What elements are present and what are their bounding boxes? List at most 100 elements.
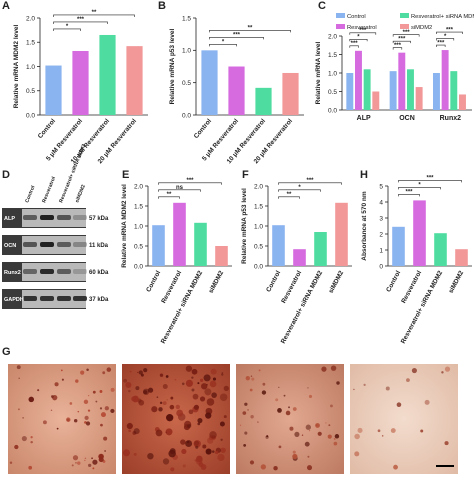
stain-spot bbox=[333, 441, 338, 446]
stain-spot bbox=[185, 440, 193, 448]
stain-spot bbox=[80, 370, 85, 375]
x-tick-label: ALP bbox=[357, 115, 371, 122]
sig-label: *** bbox=[403, 30, 411, 36]
stain-spot bbox=[42, 420, 47, 425]
blot-band bbox=[73, 296, 87, 301]
legend-swatch bbox=[400, 24, 409, 29]
stain-spot bbox=[292, 453, 298, 460]
stain-spot bbox=[187, 424, 192, 429]
stain-image bbox=[8, 364, 116, 474]
stain-spot bbox=[128, 389, 131, 393]
stain-spot bbox=[411, 367, 417, 374]
stain-spot bbox=[155, 429, 163, 437]
stain-spot bbox=[266, 435, 269, 438]
x-tick-label: Control bbox=[193, 118, 213, 140]
stain-spot bbox=[301, 434, 304, 436]
y-tick-label: 1.5 bbox=[26, 40, 35, 47]
stain-spot bbox=[143, 390, 148, 395]
blot-band bbox=[73, 215, 87, 220]
stain-spot bbox=[37, 389, 40, 392]
y-tick-label: 1.0 bbox=[182, 48, 191, 55]
stain-spot bbox=[441, 371, 444, 374]
stain-spot bbox=[249, 388, 253, 392]
stain-spot bbox=[92, 467, 95, 470]
bar bbox=[389, 71, 397, 110]
bar bbox=[392, 226, 405, 266]
stain-spot bbox=[92, 390, 96, 394]
sig-label: * bbox=[418, 183, 421, 189]
bar bbox=[194, 222, 207, 266]
bar bbox=[72, 50, 89, 116]
legend-label: Resveratrol bbox=[347, 25, 377, 31]
sig-label: *** bbox=[233, 33, 241, 39]
stain-spot bbox=[50, 395, 54, 398]
stain-spot bbox=[278, 445, 282, 449]
stain-spot bbox=[210, 368, 217, 375]
panel-label: D bbox=[2, 169, 10, 181]
y-tick-label: 0.0 bbox=[328, 107, 337, 114]
stain-spot bbox=[135, 386, 140, 391]
stain-spot bbox=[211, 392, 217, 398]
stain-spot bbox=[84, 415, 89, 421]
stain-spot bbox=[185, 379, 193, 387]
stain-spot bbox=[330, 404, 333, 408]
blot-size-label: 60 kDa bbox=[89, 270, 109, 276]
stain-spot bbox=[92, 459, 98, 465]
bar bbox=[433, 73, 440, 110]
stain-spot bbox=[75, 462, 77, 464]
sig-bracket bbox=[398, 194, 420, 197]
stain-spot bbox=[125, 381, 132, 388]
stain-spot bbox=[273, 465, 278, 471]
stain-spot bbox=[162, 458, 170, 465]
stain-spot bbox=[170, 396, 174, 400]
blot-band bbox=[57, 242, 71, 247]
sig-label: ** bbox=[287, 192, 292, 198]
stain-spot bbox=[66, 417, 71, 422]
stain-spot bbox=[257, 421, 259, 423]
stain-spot bbox=[9, 461, 13, 464]
stain-spot bbox=[212, 450, 215, 453]
sig-bracket bbox=[398, 180, 462, 183]
stain-spot bbox=[223, 415, 227, 419]
sig-bracket bbox=[53, 21, 108, 24]
bar bbox=[173, 202, 186, 266]
y-tick-label: 0.0 bbox=[182, 112, 191, 119]
stain-spot bbox=[91, 457, 93, 460]
y-tick-label: 5 bbox=[379, 183, 383, 190]
blot-band bbox=[40, 242, 54, 247]
sig-label: * bbox=[222, 40, 225, 46]
y-tick-label: 0.5 bbox=[134, 243, 143, 250]
stain-spot bbox=[377, 429, 381, 433]
stain-spot bbox=[180, 439, 186, 445]
sig-label: *** bbox=[446, 27, 454, 33]
stain-spot bbox=[128, 429, 131, 433]
stain-spot bbox=[353, 388, 355, 391]
blot-size-label: 57 kDa bbox=[89, 216, 109, 222]
sig-bracket bbox=[158, 196, 180, 199]
sig-bracket bbox=[349, 45, 359, 48]
legend-label: Control bbox=[347, 14, 366, 20]
stain-spot bbox=[219, 393, 228, 402]
stain-spot bbox=[327, 434, 332, 439]
blot-column-label: siMDM2 bbox=[74, 184, 87, 204]
bar bbox=[450, 71, 458, 110]
stain-spot bbox=[239, 424, 242, 426]
stain-spot bbox=[100, 412, 106, 418]
y-tick-label: 2.0 bbox=[134, 183, 143, 190]
sig-bracket bbox=[278, 196, 300, 199]
stain-spot bbox=[104, 406, 109, 411]
sig-bracket bbox=[349, 32, 377, 35]
sig-label: ** bbox=[92, 10, 97, 16]
y-tick-label: 1.0 bbox=[328, 70, 337, 77]
stain-spot bbox=[102, 371, 106, 375]
bar bbox=[335, 202, 348, 266]
bar bbox=[459, 94, 466, 110]
x-tick-label: siMDM2 bbox=[328, 269, 346, 294]
stain-spot bbox=[317, 431, 322, 436]
stain-spot bbox=[251, 377, 255, 381]
stain-spot bbox=[220, 438, 223, 441]
sig-bracket bbox=[392, 40, 411, 44]
sig-label: *** bbox=[351, 41, 359, 47]
